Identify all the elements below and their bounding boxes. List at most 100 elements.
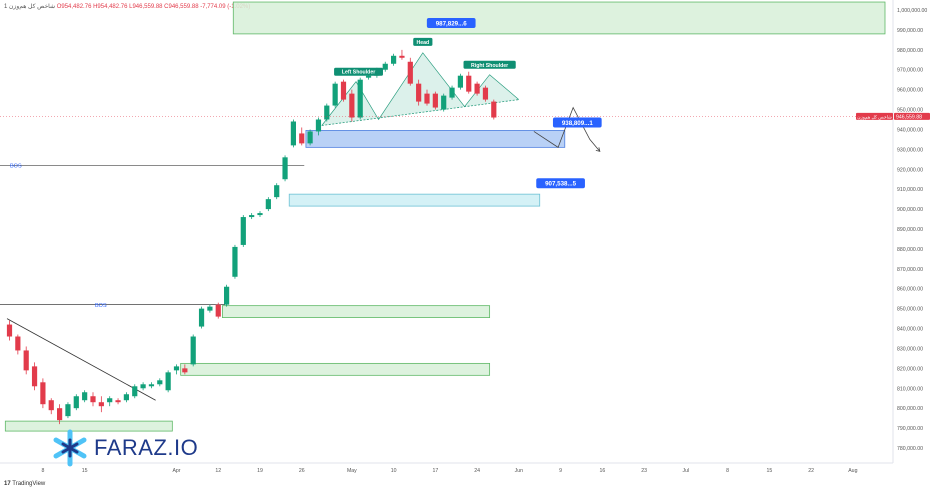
y-tick-label: 980,000.00 <box>897 48 923 54</box>
zone-green <box>180 362 491 376</box>
candle-down <box>15 336 21 351</box>
candle-up <box>382 63 388 70</box>
candle-up <box>190 336 196 365</box>
candle-down <box>424 93 430 104</box>
zone-green <box>222 305 491 318</box>
low-value: L946,559.88 <box>129 4 163 10</box>
y-tick-label: 850,000.00 <box>897 307 923 313</box>
candle-down <box>399 55 405 58</box>
right-shoulder-label-box <box>463 60 516 69</box>
candle-up <box>198 308 205 327</box>
candle-up <box>391 55 397 64</box>
y-tick-label: 880,000.00 <box>897 247 923 253</box>
candle-up <box>132 386 138 397</box>
y-tick-label: 950,000.00 <box>897 108 923 114</box>
x-tick-label: Apr <box>172 468 180 474</box>
x-tick-label: 23 <box>641 468 647 474</box>
x-tick-label: 26 <box>299 468 305 474</box>
candle-down <box>407 61 413 84</box>
y-tick-label: 890,000.00 <box>897 227 923 233</box>
x-tick-label: Jul <box>683 468 690 474</box>
x-tick-label: 19 <box>257 468 263 474</box>
left-shoulder-label-box <box>334 67 383 76</box>
x-tick-label: 12 <box>215 468 221 474</box>
candle-up <box>224 286 230 305</box>
x-tick-label: May <box>347 468 357 474</box>
x-tick-label: 10 <box>391 468 397 474</box>
candle-up <box>157 380 163 385</box>
candle-up <box>148 384 155 387</box>
x-tick-label: 22 <box>808 468 814 474</box>
y-tick-label: 830,000.00 <box>897 346 923 352</box>
projection-arrowhead <box>595 147 601 152</box>
y-tick-label: 870,000.00 <box>897 267 923 273</box>
y-tick-label: 840,000.00 <box>897 327 923 333</box>
candle-up <box>82 392 88 401</box>
watermark-text: FARAZ.IO <box>94 435 199 460</box>
head-shoulders-outline <box>321 52 520 126</box>
candle-up <box>290 121 296 146</box>
candle-down <box>23 350 29 371</box>
candle-down <box>416 83 422 102</box>
last-price-tag <box>856 112 893 120</box>
candle-down <box>340 81 347 100</box>
candle-up <box>324 105 330 120</box>
y-tick-label: 780,000.00 <box>897 446 923 452</box>
candle-up <box>265 199 271 210</box>
candle-down <box>466 75 472 92</box>
candle-up <box>257 213 263 216</box>
candle-up <box>173 366 180 371</box>
candle-down <box>40 382 46 405</box>
candle-up <box>457 75 463 88</box>
candle-down <box>57 408 63 421</box>
faraz-logo-icon <box>53 429 87 467</box>
close-value: C946,559.88 <box>164 4 199 10</box>
y-tick-label: 800,000.00 <box>897 406 923 412</box>
candle-up <box>73 396 79 409</box>
y-tick-label: 790,000.00 <box>897 426 923 432</box>
candle-up <box>307 131 313 144</box>
x-tick-label: 8 <box>726 468 729 474</box>
candle-up <box>107 398 113 403</box>
target-price-label-box <box>426 17 476 28</box>
x-tick-label: 24 <box>474 468 480 474</box>
candle-down <box>98 402 104 407</box>
target-price-label: 987,829...6 <box>436 20 468 27</box>
right-shoulder-label: Right Shoulder <box>471 63 508 69</box>
y-tick-label: 930,000.00 <box>897 147 923 153</box>
symbol-name: 1 ﺷﺎﺧﺺ ﮐﻞ ﻫﻢ‌وزن <box>4 4 56 10</box>
mid-price-label-box <box>552 117 602 128</box>
candle-down <box>482 87 489 100</box>
neckline <box>321 99 519 126</box>
candle-down <box>215 304 221 317</box>
candle-down <box>474 83 480 94</box>
bos-label: BOS <box>10 163 22 169</box>
y-tick-label: 970,000.00 <box>897 68 923 74</box>
x-tick-label: 17 <box>432 468 438 474</box>
y-tick-label: 920,000.00 <box>897 167 923 173</box>
y-tick-label: 860,000.00 <box>897 287 923 293</box>
zone-green <box>232 1 886 35</box>
candle-up <box>357 79 363 118</box>
bos-label: BOS <box>95 303 107 309</box>
y-tick-label: 820,000.00 <box>897 366 923 372</box>
candle-up <box>274 185 280 198</box>
candle-down <box>31 366 38 387</box>
candle-down <box>432 93 438 108</box>
head-label-box <box>413 37 433 46</box>
candle-up <box>332 83 338 106</box>
candle-up <box>365 75 372 78</box>
candle-down <box>349 93 355 118</box>
tradingview-footer: 17 TradingView <box>4 481 45 487</box>
y-tick-label: 810,000.00 <box>897 386 923 392</box>
candle-up <box>441 95 447 110</box>
x-tick-label: 9 <box>559 468 562 474</box>
x-tick-label: 15 <box>82 468 88 474</box>
tradingview-icon: 17 <box>4 481 11 487</box>
y-tick-label: 900,000.00 <box>897 207 923 213</box>
high-value: H954,482.76 <box>93 4 128 10</box>
low-price-label-box <box>536 178 585 189</box>
last-price-value: 946,559.88 <box>896 114 922 120</box>
open-value: O954,482.76 <box>56 4 92 10</box>
